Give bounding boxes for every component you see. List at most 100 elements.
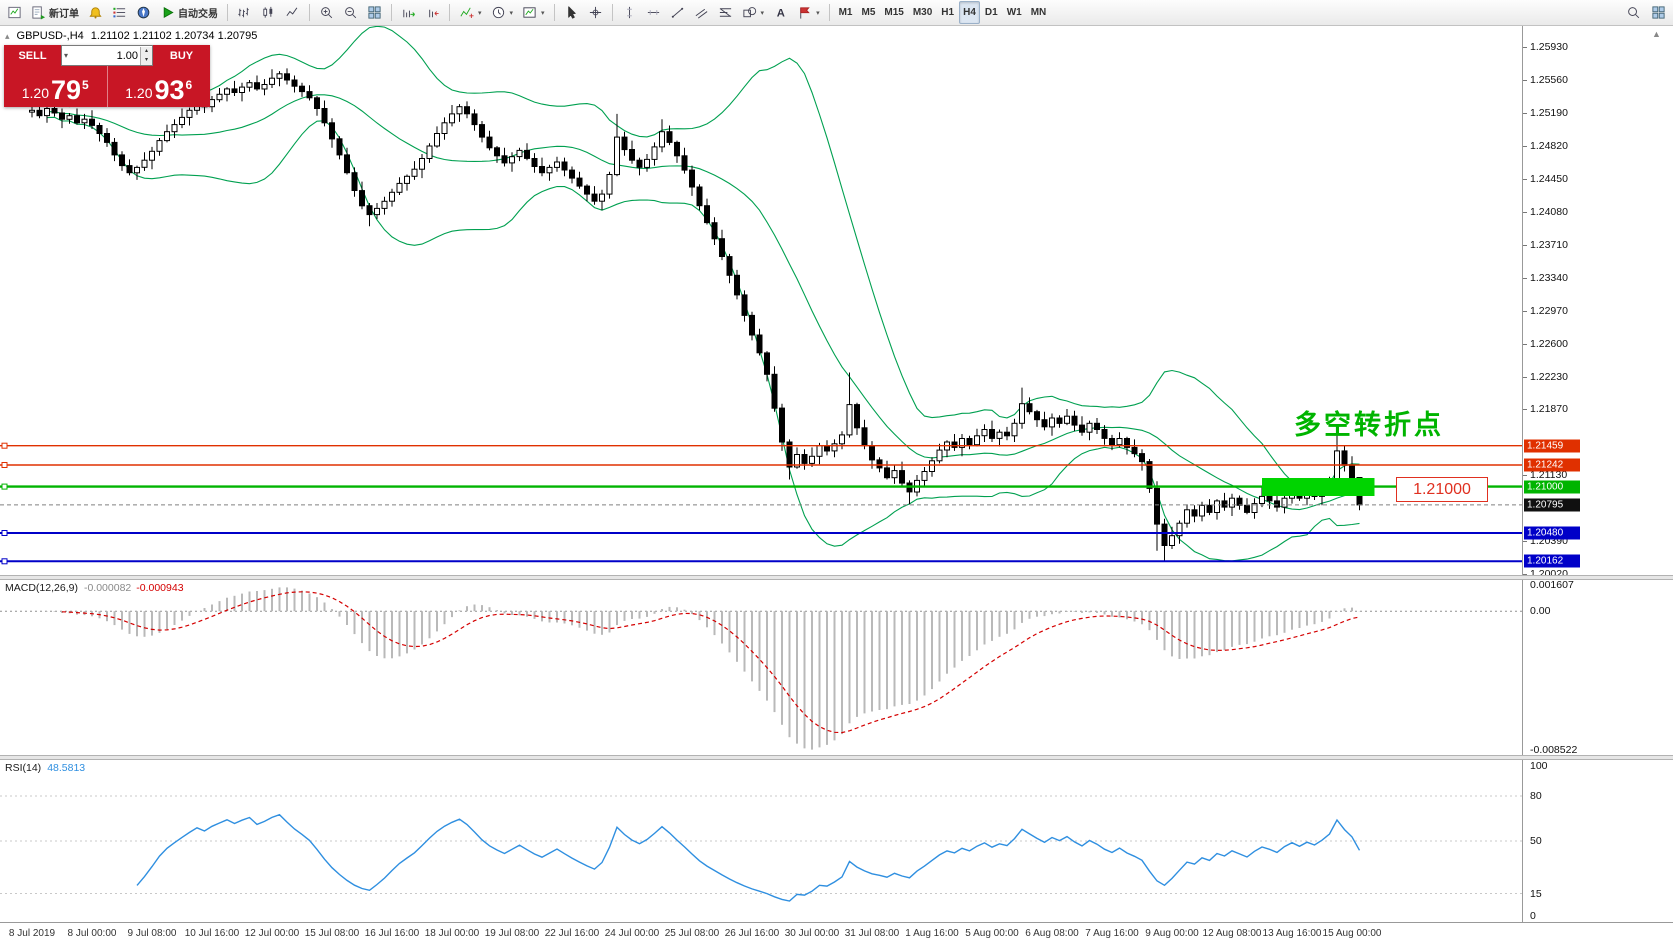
price-tick-mark <box>1523 343 1527 345</box>
chart-window-button[interactable] <box>3 1 26 24</box>
scroll-to-end-icon[interactable]: ▲ <box>1652 29 1661 39</box>
navigator-button[interactable] <box>132 1 155 24</box>
timeframe-h4-button[interactable]: H4 <box>959 1 980 24</box>
price-tick-mark <box>1523 310 1527 312</box>
volume-decrease-icon[interactable]: ▾ <box>141 55 152 65</box>
horizontal-line-button[interactable] <box>642 1 665 24</box>
line-handle[interactable] <box>1 462 8 468</box>
templates-button[interactable]: ▾ <box>518 1 549 24</box>
rsi-value: 48.5813 <box>47 762 86 774</box>
fibonacci-button[interactable] <box>714 1 737 24</box>
chartwin-icon <box>8 6 21 19</box>
price-chart-canvas[interactable] <box>0 26 1522 575</box>
text-label-button[interactable]: A <box>769 1 792 24</box>
horizontal-level-lines[interactable] <box>0 442 1522 565</box>
crosshair-button[interactable] <box>584 1 607 24</box>
chart-shift-button[interactable] <box>421 1 444 24</box>
indicators-button[interactable]: ▾ <box>455 1 486 24</box>
timeframe-d1-button[interactable]: D1 <box>981 1 1002 24</box>
dropdown-caret-icon[interactable]: ▾ <box>478 9 482 17</box>
buy-button[interactable]: BUY <box>153 45 210 66</box>
rsi-indicator-canvas[interactable] <box>0 759 1522 921</box>
toolbar-separator <box>828 4 830 21</box>
time-axis[interactable]: 8 Jul 2019 8 Jul 00:00 9 Jul 08:00 10 Jul 1… <box>0 922 1673 951</box>
panel-divider-rsi[interactable] <box>0 755 1673 760</box>
price-tick-mark <box>1523 376 1527 378</box>
new-order-label: 新订单 <box>49 9 79 20</box>
price-axis[interactable]: 1.25930 1.25560 1.25190 1.24820 1.24450 1.240… <box>1522 26 1673 922</box>
sell-price-button[interactable]: 1.20 79 5 <box>4 66 108 107</box>
shapes-button[interactable]: ▾ <box>738 1 769 24</box>
ask-price-pips: 93 <box>154 75 185 105</box>
time-tick-label: 6 Aug 08:00 <box>1025 928 1079 939</box>
timeframe-m5-button[interactable]: M5 <box>857 1 879 24</box>
symbol-period-label: GBPUSD-,H4 <box>16 30 84 42</box>
search-button[interactable] <box>1622 1 1645 24</box>
dropdown-caret-icon[interactable]: ▾ <box>509 9 514 17</box>
zoom-in-button[interactable] <box>315 1 338 24</box>
alerts-button[interactable] <box>84 1 107 24</box>
timeframe-d1-label: D1 <box>984 7 998 18</box>
price-tick-mark <box>1523 277 1527 279</box>
price-callout-label[interactable]: 1.21000 <box>1396 477 1488 502</box>
trendline-button[interactable] <box>666 1 689 24</box>
line-handle[interactable] <box>1 530 8 536</box>
turning-point-annotation[interactable]: 多空转折点 <box>1294 410 1444 440</box>
chart-line-button[interactable] <box>281 1 304 24</box>
ask-price-point: 6 <box>185 78 193 92</box>
one-click-trading-panel: SELL ▾ ▴ ▾ BUY 1.20 79 5 1.20 93 6 <box>4 45 210 107</box>
timeframe-h1-button[interactable]: H1 <box>937 1 958 24</box>
volume-input[interactable] <box>70 49 140 62</box>
arrow-objects-button[interactable]: ▾ <box>793 1 824 24</box>
collapse-one-click-icon[interactable]: ▴ <box>5 30 10 41</box>
zoomin-icon <box>321 7 333 19</box>
rsi-tick-label: 0 <box>1530 910 1536 922</box>
auto-scroll-button[interactable] <box>397 1 420 24</box>
support-zone-rectangle[interactable] <box>1262 478 1375 496</box>
timeframe-m1-button[interactable]: M1 <box>835 1 857 24</box>
play-icon <box>163 7 174 18</box>
chart-bars-button[interactable] <box>233 1 256 24</box>
zoom-out-button[interactable] <box>339 1 362 24</box>
rsi-tick-label: 80 <box>1530 790 1542 802</box>
timeframe-m15-button[interactable]: M15 <box>880 1 907 24</box>
buy-price-button[interactable]: 1.20 93 6 <box>108 66 211 107</box>
panel-divider-macd[interactable] <box>0 575 1673 580</box>
price-level-badge: 1.21242 <box>1524 458 1580 472</box>
window-list-button[interactable] <box>1647 1 1670 24</box>
macd-indicator-canvas[interactable] <box>0 579 1522 755</box>
price-tick-mark <box>1523 46 1527 48</box>
time-tick-label: 1 Aug 16:00 <box>905 928 959 939</box>
time-tick-label: 9 Aug 00:00 <box>1145 928 1199 939</box>
candles-icon <box>263 6 273 18</box>
vertical-line-button[interactable] <box>618 1 641 24</box>
market-watch-button[interactable] <box>108 1 131 24</box>
sell-button[interactable]: SELL <box>4 45 61 66</box>
price-tick-mark <box>1523 211 1527 213</box>
macd-signal-value: -0.000943 <box>136 582 184 594</box>
volume-increase-icon[interactable]: ▴ <box>141 46 152 56</box>
cursor-button[interactable] <box>560 1 583 24</box>
equidistant-channel-button[interactable] <box>690 1 713 24</box>
timeframe-m30-button[interactable]: M30 <box>909 1 936 24</box>
timeframe-w1-button[interactable]: W1 <box>1003 1 1026 24</box>
line-handle[interactable] <box>1 558 8 565</box>
autotrading-button[interactable]: 自动交易 <box>156 1 222 24</box>
dropdown-caret-icon[interactable]: ▾ <box>816 9 820 17</box>
ask-price-main: 1.20 <box>125 85 153 101</box>
new-order-button[interactable]: 新订单 <box>27 1 83 24</box>
time-tick-label: 5 Aug 00:00 <box>965 928 1019 939</box>
dropdown-caret-icon[interactable]: ▾ <box>541 9 545 17</box>
timeframe-mn-button[interactable]: MN <box>1027 1 1051 24</box>
line-handle[interactable] <box>1 483 8 490</box>
dropdown-caret-icon[interactable]: ▾ <box>760 9 765 17</box>
tile-windows-button[interactable] <box>363 1 386 24</box>
price-tick-mark <box>1523 475 1527 477</box>
line-handle[interactable] <box>1 442 8 449</box>
time-tick-label: 22 Jul 16:00 <box>544 928 600 939</box>
volume-dropdown-icon[interactable]: ▾ <box>64 51 69 60</box>
chart-candles-button[interactable] <box>257 1 280 24</box>
toolbar-separator <box>391 4 392 21</box>
timeframe-w1-label: W1 <box>1006 7 1022 18</box>
periods-button[interactable]: ▾ <box>487 1 518 24</box>
